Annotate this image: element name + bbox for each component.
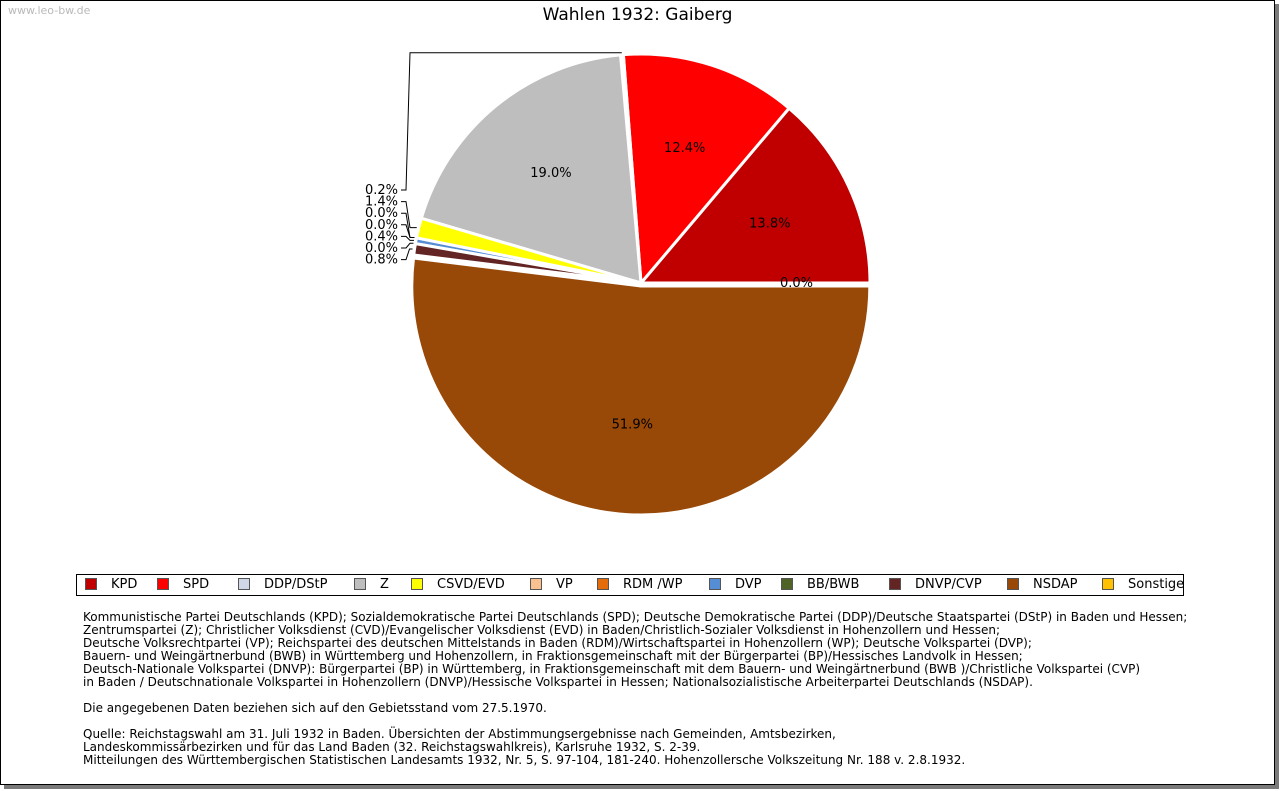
legend-swatch xyxy=(354,577,366,590)
pie-slice-nsdap xyxy=(410,256,872,517)
party-note-line: Deutsche Volksrechtpartei (VP); Reichspa… xyxy=(83,636,1032,650)
slice-label: 12.4% xyxy=(664,141,705,156)
legend-item: Sonstige xyxy=(1102,577,1184,593)
pie-slice-spd xyxy=(621,52,792,287)
leader-line xyxy=(401,212,415,239)
legend-label: Sonstige xyxy=(1128,577,1185,592)
slice-label: 51.9% xyxy=(612,418,653,433)
legend-label: CSVD/EVD xyxy=(437,577,505,592)
legend-label: DDP/DStP xyxy=(264,577,328,592)
legend-item: VP xyxy=(530,577,573,593)
leader-line xyxy=(401,242,414,249)
slice-label: 13.8% xyxy=(749,216,790,231)
party-note-line: Zentrumspartei (Z); Christlicher Volksdi… xyxy=(83,623,1001,637)
gebietsstand-note: Die angegebenen Daten beziehen sich auf … xyxy=(83,701,547,715)
leader-line xyxy=(401,235,414,241)
party-note-line: Kommunistische Partei Deutschlands (KPD)… xyxy=(83,610,1188,624)
leader-line xyxy=(401,52,622,191)
legend-swatch xyxy=(1102,577,1114,590)
legend-item: NSDAP xyxy=(1007,577,1078,593)
legend-item: Z xyxy=(354,577,389,593)
legend-swatch xyxy=(889,577,901,590)
slice-label: 0.2% xyxy=(365,183,398,198)
legend-item: RDM /WP xyxy=(597,577,682,593)
legend-swatch xyxy=(597,577,609,590)
legend-label: NSDAP xyxy=(1033,577,1078,592)
pie-slice-z xyxy=(419,53,643,286)
party-note-line: in Baden / Deutschnationale Volkspartei … xyxy=(83,675,1033,689)
slice-label: 0.0% xyxy=(365,218,398,233)
legend-label: DNVP/CVP xyxy=(915,577,982,592)
source-line: Landeskommissärbezirken und für das Land… xyxy=(83,740,701,754)
legend-label: VP xyxy=(556,577,573,592)
legend-label: RDM /WP xyxy=(623,577,683,592)
legend-item: CSVD/EVD xyxy=(411,577,505,593)
legend-swatch xyxy=(411,577,423,590)
legend-swatch xyxy=(238,577,250,590)
legend-item: DVP xyxy=(709,577,762,593)
legend-swatch xyxy=(781,577,793,590)
leader-line xyxy=(401,224,415,239)
slice-label: 0.0% xyxy=(365,241,398,256)
slice-label: 0.0% xyxy=(365,206,398,221)
party-note-line: Deutsch-Nationale Volkspartei (DNVP): Bü… xyxy=(83,662,1141,676)
legend-swatch xyxy=(1007,577,1019,590)
pie-slice-dnvp-cvp xyxy=(412,241,642,285)
legend-label: SPD xyxy=(183,577,210,592)
legend-swatch xyxy=(85,577,97,590)
legend-label: KPD xyxy=(111,577,138,592)
pie-chart: 13.8%12.4%19.0%51.9%0.0%0.2%1.4%0.0%0.0%… xyxy=(365,52,872,517)
source-line: Quelle: Reichstagswahl am 31. Juli 1932 … xyxy=(83,727,836,741)
party-note-line: Bauern- und Weingärtnerbund (BWB) in Wür… xyxy=(83,649,1023,663)
legend-label: DVP xyxy=(735,577,762,592)
legend-item: DNVP/CVP xyxy=(889,577,982,593)
notes: Kommunistische Partei Deutschlands (KPD)… xyxy=(83,611,1233,767)
legend: KPD SPD DDP/DStP Z CSVD/EVD VP RDM /WP DVP BB/BW… xyxy=(76,574,1184,596)
legend-swatch xyxy=(157,577,169,590)
watermark: www.leo-bw.de xyxy=(8,4,91,17)
slice-label: 1.4% xyxy=(365,195,398,210)
legend-item: DDP/DStP xyxy=(238,577,327,593)
legend-swatch xyxy=(709,577,721,590)
pie-slice-kpd xyxy=(637,106,872,285)
legend-item: BB/BWB xyxy=(781,577,859,593)
leader-line xyxy=(401,201,417,229)
slice-label: 0.0% xyxy=(780,276,813,291)
legend-swatch xyxy=(530,577,542,590)
legend-item: KPD xyxy=(85,577,137,593)
legend-item: SPD xyxy=(157,577,209,593)
source-line: Mitteilungen des Württembergischen Stati… xyxy=(83,753,966,767)
chart-title: Wahlen 1932: Gaiberg xyxy=(542,5,733,25)
slice-label: 0.8% xyxy=(365,253,398,268)
slice-label: 0.4% xyxy=(365,229,398,244)
legend-label: Z xyxy=(380,577,389,592)
legend-label: BB/BWB xyxy=(807,577,860,592)
slice-label: 19.0% xyxy=(530,166,571,181)
leader-line xyxy=(401,248,413,261)
